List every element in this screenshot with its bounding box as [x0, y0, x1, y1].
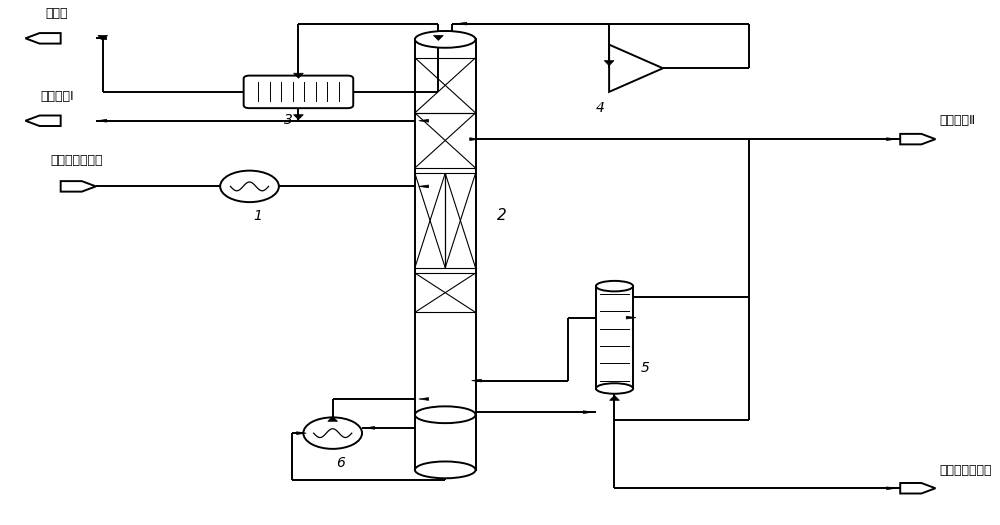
Polygon shape [610, 395, 619, 401]
Text: 3: 3 [284, 113, 293, 128]
Polygon shape [609, 45, 663, 92]
Ellipse shape [415, 461, 476, 478]
Text: 1: 1 [253, 209, 262, 223]
Polygon shape [900, 134, 935, 144]
Polygon shape [472, 379, 481, 382]
Circle shape [220, 171, 279, 202]
Ellipse shape [596, 383, 633, 394]
Text: 回收溶劑Ⅱ: 回收溶劑Ⅱ [939, 114, 975, 127]
FancyBboxPatch shape [244, 76, 353, 108]
Polygon shape [887, 138, 896, 141]
Bar [596, 286, 633, 388]
Polygon shape [419, 119, 429, 122]
Polygon shape [900, 483, 935, 493]
Polygon shape [419, 185, 429, 188]
Bar [415, 415, 476, 470]
Polygon shape [887, 487, 896, 490]
Ellipse shape [596, 281, 633, 291]
Text: 2: 2 [497, 208, 507, 223]
Polygon shape [365, 426, 375, 429]
Polygon shape [97, 37, 107, 40]
Text: 4: 4 [595, 101, 604, 116]
Polygon shape [328, 416, 338, 422]
Circle shape [303, 417, 362, 449]
Polygon shape [25, 33, 61, 44]
Polygon shape [294, 73, 303, 78]
Polygon shape [25, 116, 61, 126]
Polygon shape [419, 397, 429, 401]
Polygon shape [604, 60, 614, 66]
Polygon shape [61, 181, 96, 192]
Polygon shape [626, 316, 636, 319]
Polygon shape [97, 119, 107, 122]
Text: 环己酮蜔水溶液: 环己酮蜔水溶液 [939, 464, 992, 477]
Polygon shape [296, 432, 306, 435]
Polygon shape [433, 35, 443, 40]
Polygon shape [294, 114, 303, 120]
Polygon shape [457, 22, 467, 25]
Text: 轻组分: 轻组分 [46, 7, 68, 20]
Ellipse shape [415, 31, 476, 48]
Text: 氨脂化反应产物: 氨脂化反应产物 [50, 154, 103, 167]
Text: 5: 5 [641, 361, 650, 374]
Text: 回收溶劑I: 回收溶劑I [40, 90, 74, 103]
Polygon shape [470, 138, 479, 141]
Polygon shape [98, 35, 108, 40]
Bar [415, 39, 476, 415]
Ellipse shape [415, 406, 476, 423]
Polygon shape [583, 411, 593, 414]
Text: 6: 6 [336, 456, 345, 470]
